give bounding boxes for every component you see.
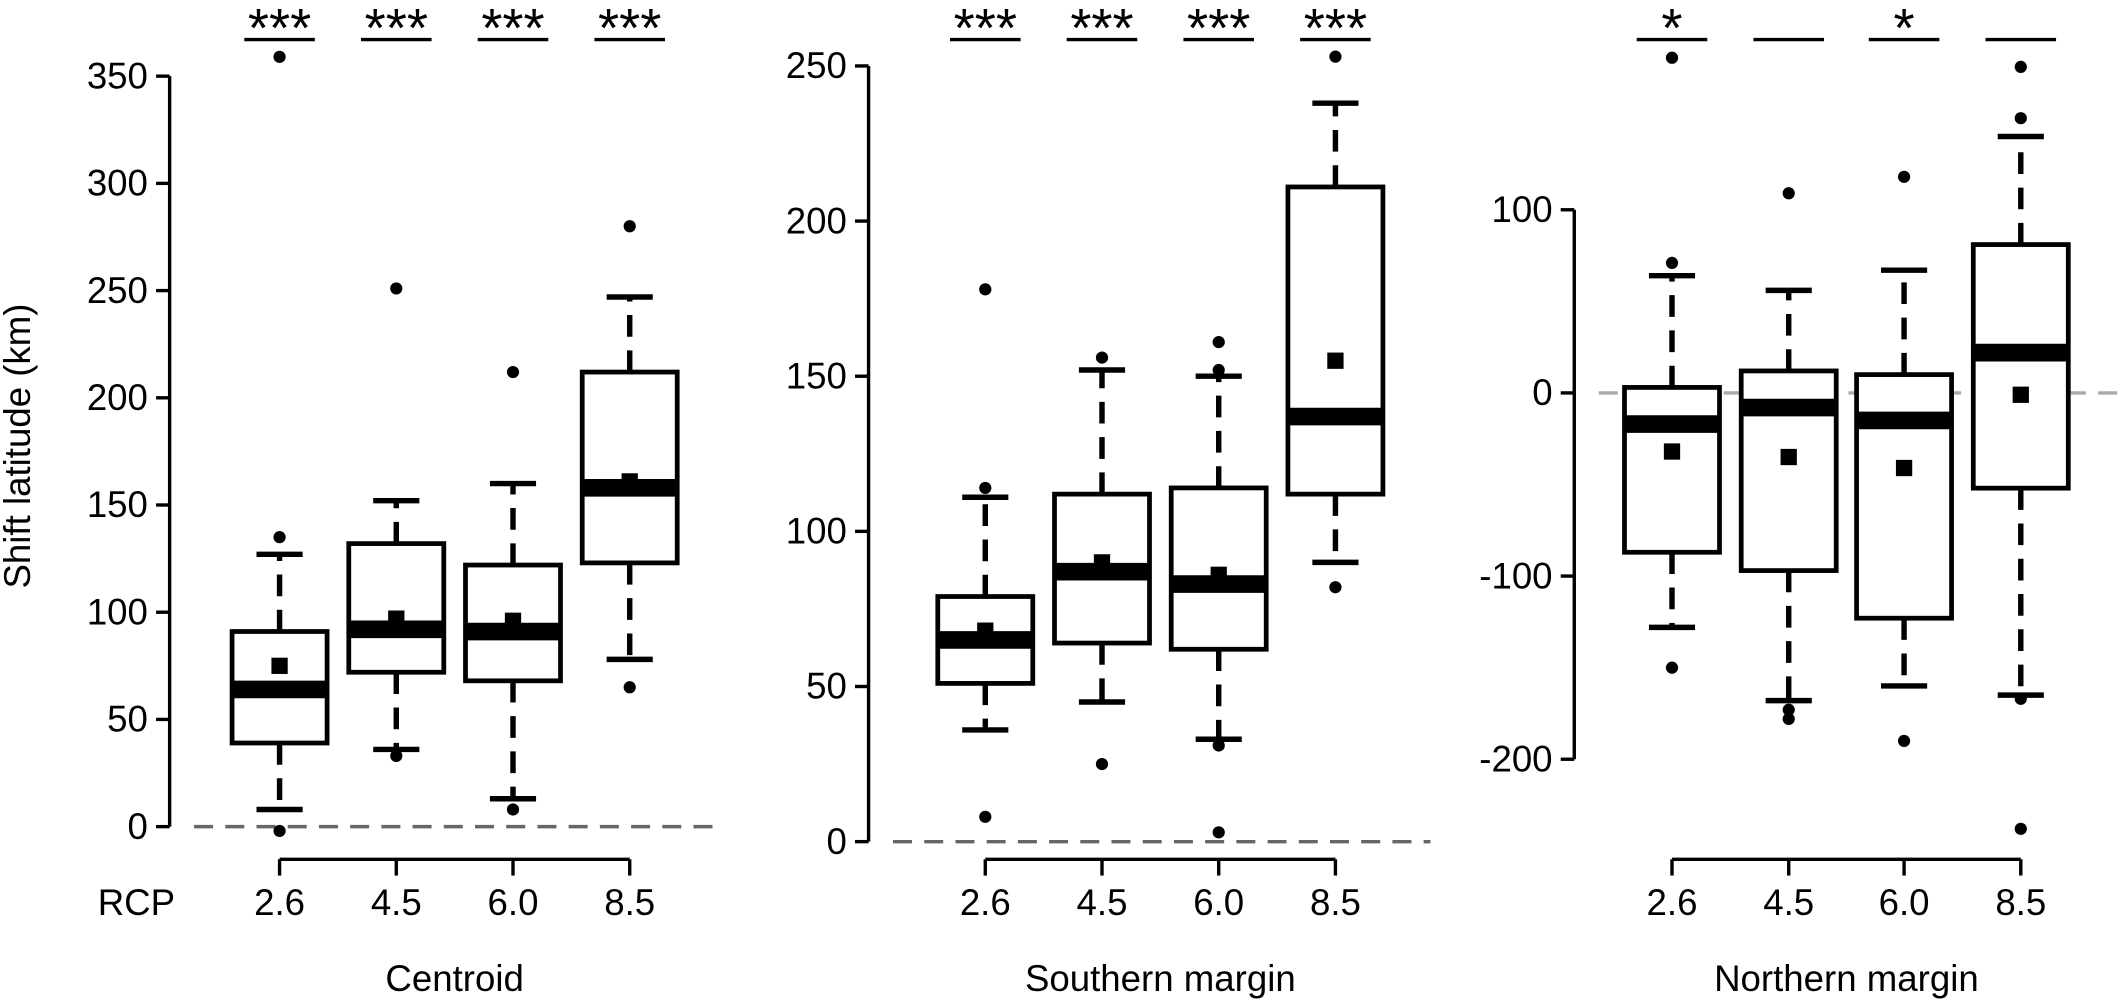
- outlier: [506, 803, 520, 816]
- significance-label: ***: [248, 0, 311, 58]
- significance-label: *: [1661, 0, 1682, 58]
- outlier: [979, 481, 992, 495]
- significance-label: ***: [365, 0, 428, 58]
- significance-label: ***: [954, 0, 1017, 58]
- outlier: [1095, 757, 1109, 771]
- outlier: [1782, 703, 1795, 716]
- x-tick-label: 6.0: [1193, 882, 1244, 923]
- outlier: [1665, 51, 1679, 64]
- y-tick-label: 0: [1532, 372, 1552, 413]
- outlier: [1897, 170, 1911, 183]
- mean: [1093, 554, 1111, 571]
- mean: [1780, 448, 1797, 466]
- significance-label: *: [1894, 0, 1915, 58]
- y-tick-label: 0: [826, 821, 846, 862]
- y-tick-label: 300: [87, 163, 148, 204]
- y-tick-label: -100: [1479, 555, 1552, 596]
- y-tick-label: 100: [1491, 189, 1552, 230]
- outlier: [273, 50, 286, 63]
- y-tick-label: 150: [87, 484, 148, 525]
- outlier: [1212, 739, 1225, 752]
- outlier: [273, 824, 286, 838]
- outlier: [2014, 822, 2027, 835]
- box: [1622, 385, 1722, 555]
- x-tick-label: 4.5: [1077, 882, 1128, 923]
- x-tick-label: 2.6: [1647, 882, 1698, 923]
- outlier: [1665, 661, 1679, 674]
- outlier: [1212, 826, 1225, 839]
- outlier: [1782, 712, 1795, 726]
- y-tick-label: 200: [786, 200, 847, 241]
- outlier: [1897, 734, 1911, 748]
- outlier: [979, 283, 992, 296]
- y-tick-label: 200: [87, 377, 148, 418]
- mean: [388, 610, 405, 627]
- y-tick-label: 150: [786, 355, 847, 396]
- x-tick-label: 8.5: [604, 882, 655, 923]
- outlier: [979, 810, 992, 823]
- significance-label: ***: [1187, 0, 1250, 58]
- outlier: [2014, 112, 2027, 125]
- x-tick-label: 2.6: [254, 882, 305, 923]
- y-tick-label: -200: [1479, 738, 1552, 779]
- x-tick-label: 6.0: [488, 882, 539, 923]
- box: [346, 541, 447, 675]
- mean: [1895, 459, 1913, 477]
- x-axis-label: Centroid: [385, 958, 523, 999]
- outlier: [1212, 363, 1225, 377]
- outlier: [390, 282, 403, 295]
- mean: [1327, 352, 1344, 369]
- x-tick-label: 4.5: [1763, 882, 1814, 923]
- mean: [2012, 386, 2029, 403]
- y-tick-label: 50: [806, 666, 847, 707]
- significance-label: ***: [1070, 0, 1133, 58]
- x-axis-label: Northern margin: [1714, 958, 1979, 999]
- x-tick-label: 2.6: [960, 882, 1011, 923]
- y-tick-label: 100: [786, 511, 847, 552]
- mean: [504, 612, 522, 629]
- y-tick-label: 100: [87, 591, 148, 632]
- x-tick-label: 6.0: [1879, 882, 1930, 923]
- y-tick-label: 350: [87, 55, 148, 96]
- outlier: [2014, 692, 2027, 705]
- outlier: [1665, 256, 1679, 269]
- outlier: [390, 749, 403, 762]
- outlier: [623, 220, 636, 233]
- box: [579, 369, 680, 566]
- mean: [977, 622, 994, 639]
- y-axis-label: Shift latitude (km): [0, 304, 38, 589]
- x-tick-prefix: RCP: [98, 882, 175, 923]
- significance-label: ***: [598, 0, 661, 58]
- x-tick-label: 8.5: [1995, 882, 2046, 923]
- outlier: [1329, 50, 1342, 63]
- y-tick-label: 250: [87, 270, 148, 311]
- significance-label: ***: [1304, 0, 1367, 58]
- mean: [271, 657, 288, 674]
- outlier: [273, 531, 286, 544]
- outlier: [1212, 335, 1225, 349]
- outlier: [2014, 60, 2027, 74]
- mean: [621, 473, 638, 490]
- outlier: [1782, 187, 1795, 200]
- mean: [1663, 443, 1681, 460]
- y-tick-label: 250: [786, 45, 847, 86]
- box: [1854, 372, 1954, 621]
- box: [1970, 242, 2071, 491]
- significance-label: ***: [481, 0, 544, 58]
- mean: [1210, 566, 1227, 583]
- box: [1285, 184, 1386, 497]
- outlier: [1329, 581, 1342, 594]
- y-tick-label: 0: [128, 806, 148, 847]
- x-axis-label: Southern margin: [1025, 958, 1296, 999]
- outlier: [1095, 351, 1109, 364]
- y-tick-label: 50: [107, 699, 148, 740]
- outlier: [506, 365, 520, 379]
- outlier: [623, 681, 636, 694]
- x-tick-label: 8.5: [1310, 882, 1361, 923]
- x-tick-label: 4.5: [371, 882, 422, 923]
